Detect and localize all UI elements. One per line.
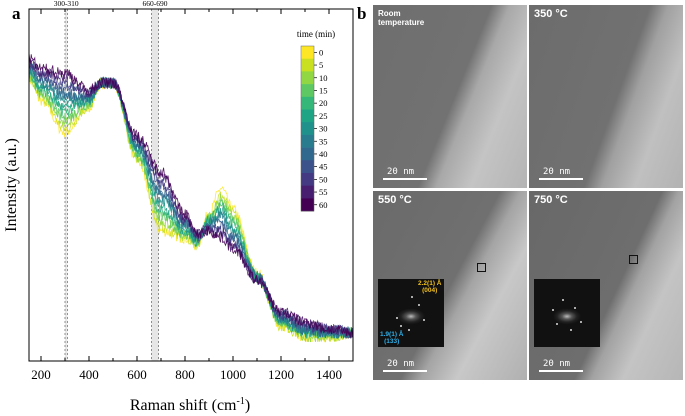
series-line-60min (28, 52, 354, 339)
fft-inset (534, 279, 600, 347)
scale-bar: 20 nm (539, 167, 583, 180)
tem-caption: 550 °C (378, 194, 412, 206)
tem-image-room-temperature: Room temperature 20 nm (373, 5, 527, 188)
x-tick-label: 1200 (268, 367, 294, 382)
colorbar-label: 30 (319, 124, 328, 134)
colorbar-swatch (301, 122, 314, 136)
fft-region-marker (477, 263, 486, 272)
x-tick-label: 1400 (316, 367, 342, 382)
scale-bar: 20 nm (539, 359, 583, 372)
band-label: 300-310 (54, 0, 79, 8)
colorbar-label: 35 (319, 136, 328, 146)
panel-a-label: a (12, 4, 21, 23)
tem-caption: 350 °C (534, 8, 568, 20)
colorbar-label: 50 (319, 174, 328, 184)
tem-image-550c: 550 °C 2.2(1) Å (004) 1.9(1) Å (133) 20 nm (373, 191, 527, 380)
scale-bar: 20 nm (383, 167, 427, 180)
x-tick-label: 1000 (220, 367, 246, 382)
plot-frame (28, 8, 354, 362)
colorbar-swatch (301, 96, 314, 110)
band-label: 660-690 (143, 0, 168, 8)
tem-image-750c: 750 °C 20 nm (529, 191, 683, 380)
x-tick-label: 600 (127, 367, 147, 382)
fft-inset: 2.2(1) Å (004) 1.9(1) Å (133) (378, 279, 444, 347)
band-shade (65, 9, 68, 361)
colorbar-label: 0 (319, 47, 323, 57)
x-axis-label: Raman shift (cm-1) (130, 396, 250, 414)
raman-chart: 300-310 660-690 200 400 600 800 1000 1200 1400 … (3, 0, 354, 414)
colorbar-label: 10 (319, 73, 328, 83)
colorbar-swatch (301, 58, 314, 72)
colorbar-label: 45 (319, 162, 328, 172)
colorbar-swatch (301, 134, 314, 148)
colorbar-swatch (301, 71, 314, 85)
scale-bar: 20 nm (383, 359, 427, 372)
x-tick-label: 200 (31, 367, 51, 382)
colorbar-title: time (min) (297, 29, 335, 39)
colorbar-label: 25 (319, 111, 328, 121)
colorbar: time (min) 0 5 10 15 20 25 30 35 40 45 50 55 60 (297, 29, 335, 212)
colorbar-label: 15 (319, 85, 328, 95)
colorbar-label: 60 (319, 200, 328, 210)
fft-annotation-133: 1.9(1) Å (133) (380, 331, 404, 345)
colorbar-swatch (301, 173, 314, 186)
panel-b-label: b (357, 4, 367, 23)
y-axis-label: Intensity (a.u.) (3, 138, 20, 232)
fft-region-marker (629, 255, 638, 264)
colorbar-swatch (301, 147, 314, 161)
x-tick-label: 800 (175, 367, 195, 382)
colorbar-label: 5 (319, 60, 323, 70)
colorbar-swatch (301, 185, 314, 199)
colorbar-frame (300, 45, 315, 212)
colorbar-swatch (301, 198, 314, 212)
spectra-series (28, 52, 354, 343)
colorbar-label: 20 (319, 98, 328, 108)
colorbar-swatch (301, 109, 314, 123)
fft-annotation-004: 2.2(1) Å (004) (418, 280, 442, 294)
colorbar-swatch (301, 46, 314, 59)
x-tick-label: 400 (79, 367, 99, 382)
colorbar-swatch (301, 84, 314, 98)
tem-caption: 750 °C (534, 194, 568, 206)
tem-caption: Room temperature (378, 9, 425, 27)
colorbar-label: 55 (319, 187, 328, 197)
colorbar-label: 40 (319, 149, 328, 159)
tem-image-350c: 350 °C 20 nm (529, 5, 683, 188)
colorbar-swatch (301, 160, 314, 174)
